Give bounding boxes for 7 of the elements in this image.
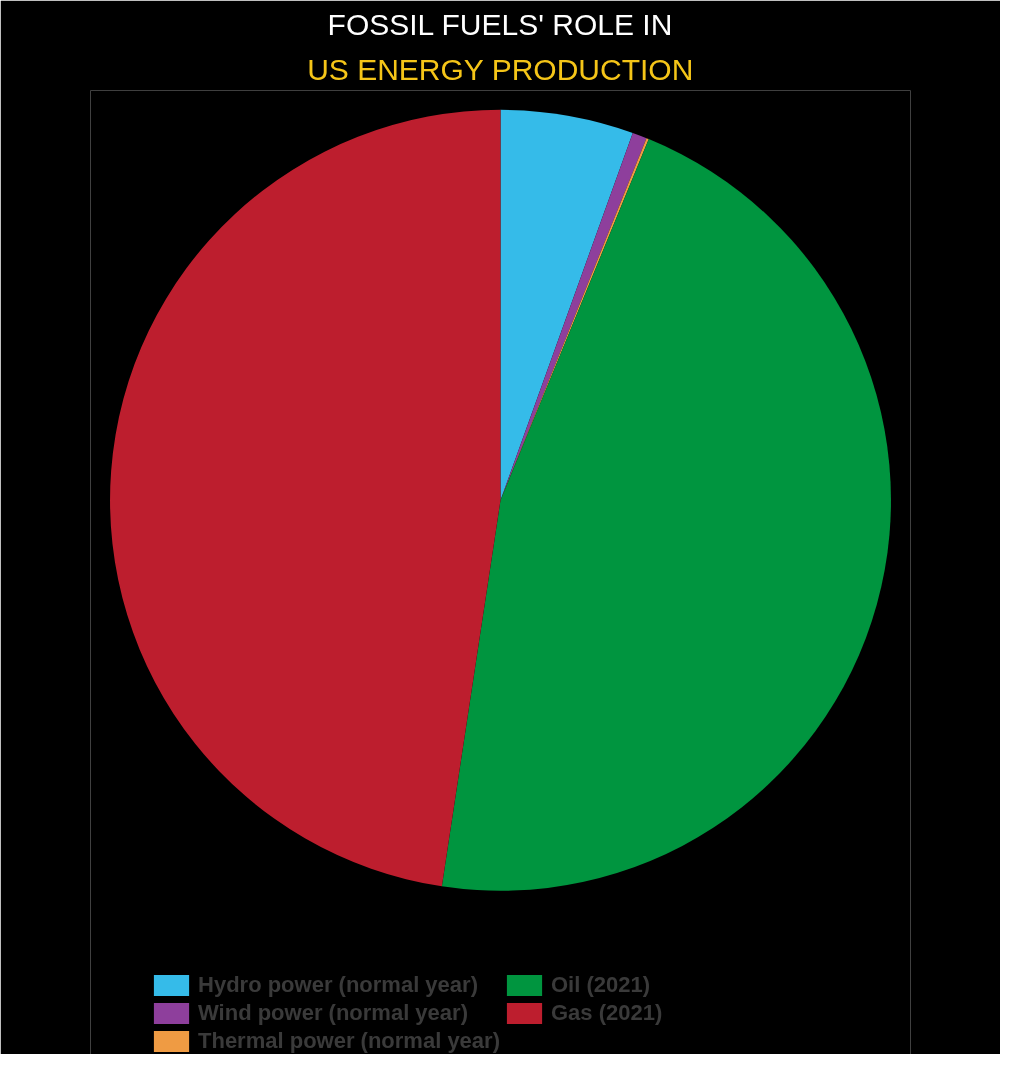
legend-label: Thermal power (normal year) <box>198 1028 500 1054</box>
legend-label: Oil (2021) <box>550 972 652 998</box>
legend-label: Hydro power (normal year) <box>198 972 479 998</box>
legend-label: Gas (2021) <box>550 1000 664 1026</box>
legend-label: Wind power (normal year) <box>198 1000 469 1026</box>
chart-title: FOSSIL FUELS' ROLE IN <box>327 7 673 41</box>
chart-subtitle: US ENERGY PRODUCTION <box>307 52 694 86</box>
